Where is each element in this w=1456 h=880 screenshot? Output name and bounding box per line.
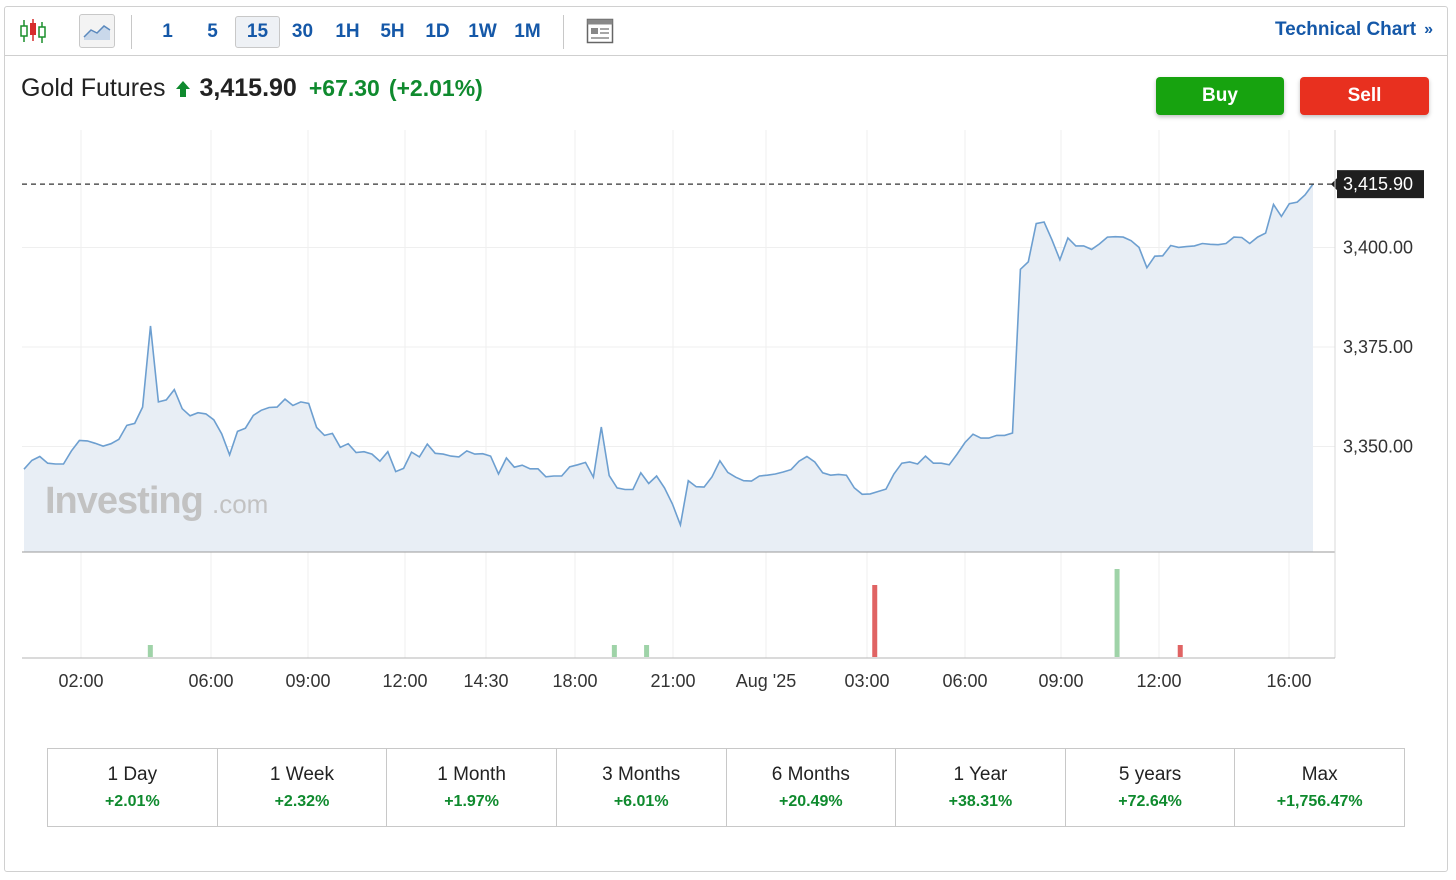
period-label: Max — [1301, 764, 1338, 785]
interval-1w[interactable]: 1W — [468, 21, 497, 42]
x-tick-label: 18:00 — [552, 671, 597, 691]
last-price-tag: 3,415.90 — [1331, 170, 1424, 199]
x-tick-label: 03:00 — [844, 671, 889, 691]
period-change: +1,756.47% — [1276, 793, 1363, 810]
volume-bar — [147, 645, 153, 657]
y-tick-label: 3,375.00 — [1343, 337, 1413, 357]
period-label: 6 Months — [771, 764, 850, 785]
x-tick-label: 06:00 — [942, 671, 987, 691]
period-change: +6.01% — [613, 793, 669, 810]
volume-bar — [872, 585, 878, 657]
period-change: +1.97% — [444, 793, 499, 810]
price-change-percent: (+2.01%) — [388, 75, 483, 101]
x-tick-label: 14:30 — [463, 671, 508, 691]
chart-toolbar: 1 5 15 30 1H 5H 1D 1W 1M Technical Chart » — [5, 7, 1447, 56]
interval-15[interactable]: 15 — [235, 16, 280, 48]
up-arrow-icon — [175, 80, 190, 97]
interval-selector: 1 5 15 30 1H 5H 1D 1W 1M — [145, 16, 550, 48]
last-price: 3,415.90 — [199, 74, 297, 102]
x-tick-label: 16:00 — [1266, 671, 1311, 691]
interval-5h[interactable]: 5H — [380, 21, 405, 42]
volume-bar — [1114, 569, 1120, 657]
x-tick-label: 21:00 — [650, 671, 695, 691]
period-1-week[interactable]: 1 Week +2.32% — [218, 749, 388, 826]
period-1-day[interactable]: 1 Day +2.01% — [48, 749, 218, 826]
period-label: 3 Months — [602, 764, 681, 785]
news-layout-icon[interactable] — [585, 14, 615, 48]
toolbar-divider — [131, 15, 132, 49]
x-tick-label: 06:00 — [188, 671, 233, 691]
x-tick-label: Aug '25 — [736, 671, 797, 691]
double-chevron-right-icon: » — [1424, 21, 1433, 38]
instrument-name: Gold Futures — [21, 74, 166, 102]
candlestick-icon[interactable] — [15, 14, 51, 48]
toolbar-divider — [563, 15, 564, 49]
interval-30[interactable]: 30 — [291, 21, 314, 42]
watermark-suffix: .com — [212, 489, 268, 519]
y-axis-ticks: 3,400.00 3,375.00 3,350.00 — [1343, 237, 1413, 456]
technical-chart-link[interactable]: Technical Chart » — [1275, 19, 1433, 41]
sell-button[interactable]: Sell — [1300, 77, 1429, 115]
volume-bar — [611, 645, 617, 657]
x-tick-label: 02:00 — [58, 671, 103, 691]
interval-1[interactable]: 1 — [162, 21, 173, 42]
period-change: +20.49% — [779, 793, 843, 810]
period-label: 5 years — [1118, 764, 1182, 785]
technical-chart-label: Technical Chart — [1274, 19, 1417, 40]
volume-bar — [644, 645, 650, 657]
period-change: +2.32% — [274, 793, 330, 810]
widget-frame — [4, 6, 1448, 872]
interval-1d[interactable]: 1D — [425, 21, 450, 42]
price-line — [23, 183, 1314, 528]
x-axis-ticks: 02:00 06:00 09:00 12:00 14:30 18:00 21:00 Aug '… — [58, 671, 1311, 691]
price-chart[interactable]: 3,415.90 3,400.00 3,375.00 3,350.00 Invest… — [0, 0, 1456, 740]
line-chart-icon[interactable] — [79, 14, 115, 48]
buy-button[interactable]: Buy — [1156, 77, 1284, 115]
interval-1m[interactable]: 1M — [514, 21, 541, 42]
watermark-brand: Investing — [45, 480, 203, 522]
period-5-years[interactable]: 5 years +72.64% — [1066, 749, 1236, 826]
investing-watermark: Investing .com — [45, 480, 268, 522]
last-price-tag-label: 3,415.90 — [1343, 174, 1413, 194]
period-label: 1 Year — [953, 764, 1008, 785]
period-3-months[interactable]: 3 Months +6.01% — [557, 749, 727, 826]
period-change: +2.01% — [104, 793, 160, 810]
x-tick-label: 12:00 — [382, 671, 427, 691]
y-tick-label: 3,350.00 — [1343, 437, 1413, 457]
volume-bar — [1177, 645, 1183, 657]
period-6-months[interactable]: 6 Months +20.49% — [727, 749, 897, 826]
x-tick-label: 09:00 — [285, 671, 330, 691]
interval-5[interactable]: 5 — [207, 21, 218, 42]
x-tick-label: 09:00 — [1038, 671, 1083, 691]
performance-periods: 1 Day +2.01% 1 Week +2.32% 1 Month +1.97% 3 Mo… — [47, 748, 1405, 827]
period-label: 1 Month — [437, 764, 506, 785]
price-change: +67.30 — [308, 75, 380, 101]
price-area — [24, 184, 1313, 552]
period-change: +38.31% — [948, 793, 1013, 810]
interval-1h[interactable]: 1H — [335, 21, 360, 42]
period-1-month[interactable]: 1 Month +1.97% — [387, 749, 557, 826]
y-tick-label: 3,400.00 — [1343, 237, 1413, 257]
period-label: 1 Week — [269, 764, 334, 785]
quote-header: Gold Futures 3,415.90 +67.30 (+2.01%) — [21, 74, 483, 103]
x-tick-label: 12:00 — [1136, 671, 1181, 691]
period-label: 1 Day — [107, 764, 158, 785]
period-max[interactable]: Max +1,756.47% — [1235, 749, 1404, 826]
volume-bars — [147, 569, 1183, 657]
period-change: +72.64% — [1118, 793, 1182, 810]
period-1-year[interactable]: 1 Year +38.31% — [896, 749, 1066, 826]
